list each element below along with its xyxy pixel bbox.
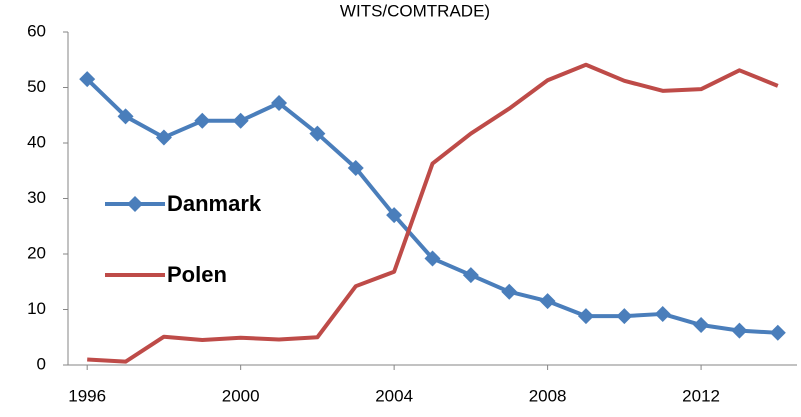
legend-label: Polen [167, 262, 227, 287]
y-tick-label: 10 [27, 299, 46, 318]
chart-title: WITS/COMTRADE) [340, 1, 490, 20]
marker [539, 293, 556, 310]
marker [501, 283, 518, 300]
x-tick-label: 2012 [682, 386, 720, 405]
marker [693, 317, 710, 334]
x-tick-label: 2000 [222, 386, 260, 405]
marker [577, 308, 594, 325]
marker [232, 112, 249, 129]
y-tick-label: 30 [27, 188, 46, 207]
marker [386, 207, 403, 224]
marker [155, 129, 172, 146]
marker [616, 308, 633, 325]
marker [462, 267, 479, 284]
series-line [87, 62, 779, 364]
y-tick-label: 20 [27, 243, 46, 262]
marker [194, 112, 211, 129]
x-tick-label: 1996 [68, 386, 106, 405]
x-tick-label: 2004 [375, 386, 413, 405]
y-tick-label: 60 [27, 21, 46, 40]
legend-marker [127, 196, 143, 212]
legend-label: Danmark [167, 191, 262, 216]
marker [117, 108, 134, 125]
marker [654, 305, 671, 322]
marker [271, 95, 288, 112]
marker [424, 250, 441, 267]
marker [769, 324, 786, 341]
marker [347, 159, 364, 176]
marker [731, 322, 748, 339]
y-tick-label: 40 [27, 132, 46, 151]
marker [79, 71, 96, 88]
y-tick-label: 50 [27, 77, 46, 96]
x-tick-label: 2008 [529, 386, 567, 405]
marker [309, 125, 326, 142]
y-tick-label: 0 [37, 354, 46, 373]
